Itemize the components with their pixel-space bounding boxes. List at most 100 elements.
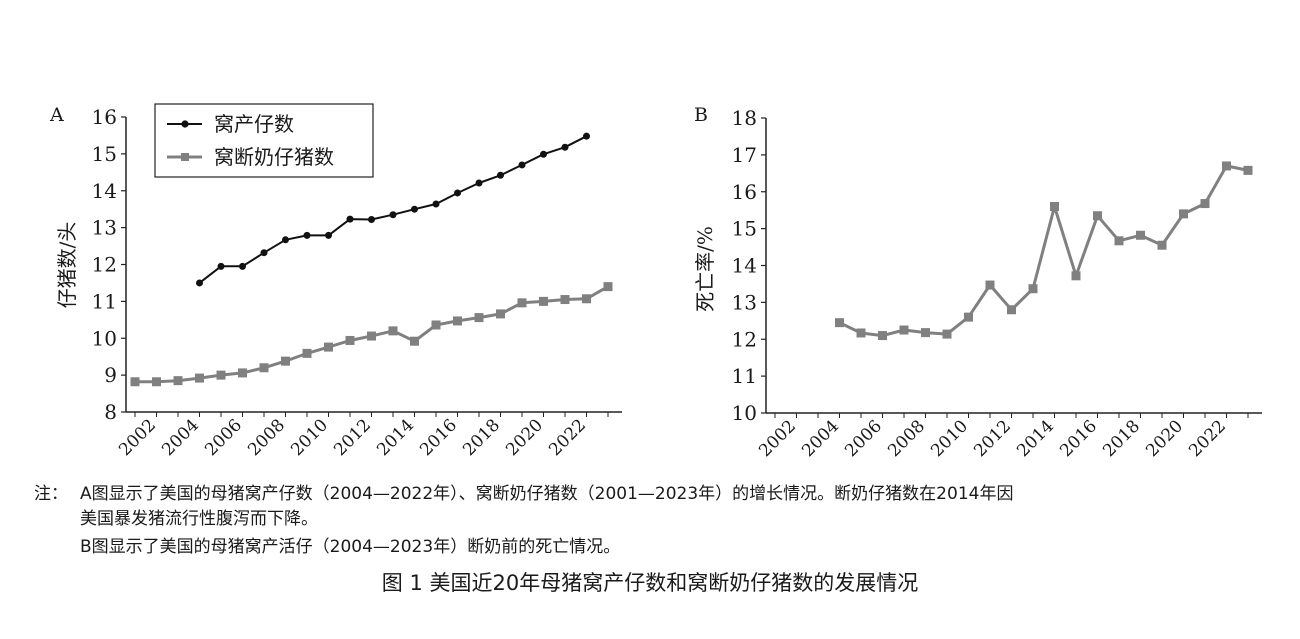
panel-b-series-1-point	[942, 329, 952, 339]
panel-a-label: A	[49, 104, 64, 126]
note-line-2: 美国暴发猪流行性腹泻而下降。	[80, 509, 318, 529]
panel-a-series-1-point	[432, 200, 440, 208]
panel-a-x-tick-label: 2008	[244, 415, 289, 460]
panel-a-y-tick-label: 11	[92, 289, 117, 313]
panel-a-series-2-point	[603, 282, 613, 292]
note-line-1: 注： A图显示了美国的母猪窝产仔数（2004—2022年）、窝断奶仔猪数（2001…	[34, 482, 1013, 506]
panel-b-x-tick-label: 2018	[1099, 416, 1144, 461]
panel-a-y-tick-label: 8	[104, 400, 117, 424]
panel-a-x-tick-label: 2002	[115, 415, 160, 460]
figure: A 仔猪数/头 89101112131415162002200420062008…	[49, 103, 1262, 461]
panel-a-x-tick-label: 2016	[416, 415, 461, 460]
panel-a-series-1-point	[561, 143, 569, 151]
panel-a-series-1-point	[475, 179, 483, 187]
panel-b-y-tick-label: 12	[732, 327, 757, 351]
panel-b-x-tick-label: 2010	[927, 416, 972, 461]
legend-label-1: 窝产仔数	[214, 112, 294, 136]
panel-a-series-2-point	[152, 377, 161, 387]
panel-b-y-tick-label: 17	[732, 143, 757, 167]
panel-b-y-tick-label: 15	[732, 217, 757, 241]
legend-marker-circle	[181, 120, 189, 128]
panel-a-series-2-point	[539, 296, 548, 306]
panel-a-series-1-point	[196, 279, 203, 287]
panel-a-series-2-point	[367, 331, 376, 341]
panel-a-series-2-point	[431, 320, 441, 330]
panel-b-series-1-point	[1114, 236, 1124, 246]
panel-b: B 死亡率/% 10111213141516171820022004200620…	[693, 104, 1262, 461]
panel-b-series-1-point	[1007, 305, 1016, 315]
panel-b-y-tick-label: 18	[732, 106, 757, 130]
panel-b-x-tick-label: 2020	[1142, 416, 1187, 461]
panel-a-series-2-point	[388, 326, 398, 336]
panel-a-series-2-point	[582, 294, 591, 304]
panel-a-x-tick-label: 2010	[287, 415, 332, 460]
panel-a-series-1-point	[518, 161, 526, 169]
panel-a-series-1-point	[389, 211, 397, 219]
panel-b-x-tick-label: 2006	[841, 416, 886, 461]
note-label: 注：	[34, 484, 68, 504]
panel-b-series-1-line	[838, 164, 1249, 338]
panel-a-x-tick-label: 2006	[201, 415, 246, 460]
note-text-1: A图显示了美国的母猪窝产仔数（2004—2022年）、窝断奶仔猪数（2001—2…	[80, 484, 1014, 504]
panel-a-y-tick-label: 10	[92, 326, 117, 350]
panel-b-mark-layer	[835, 161, 1253, 341]
panel-a-x-tick-label: 2014	[373, 415, 418, 460]
panel-b-series-1-point	[1050, 202, 1059, 211]
panel-a: A 仔猪数/头 8 9 10 11 12 13 14 15 16 2002200420062008…	[49, 103, 622, 460]
legend: 窝产仔数 窝断奶仔猪数	[154, 103, 374, 178]
panel-b-x-tick-label: 2016	[1056, 416, 1101, 461]
panel-b-series-1-point	[921, 328, 930, 338]
panel-a-y-tick-label: 12	[92, 253, 117, 277]
panel-a-series-2-point	[560, 295, 570, 305]
panel-b-series-1-point	[985, 280, 995, 290]
panel-a-x-tick-label: 2020	[502, 415, 547, 460]
panel-b-series-1-point	[1136, 230, 1145, 240]
panel-a-series-1-point	[260, 249, 268, 257]
panel-a-series-1-point	[368, 216, 375, 224]
panel-b-series-1-point	[1028, 284, 1038, 294]
panel-a-series-2-point	[410, 336, 419, 346]
panel-b-y-tick-label: 10	[732, 401, 757, 425]
panel-b-y-tick-label: 14	[732, 254, 757, 278]
panel-a-series-1-point	[454, 189, 461, 197]
panel-a-series-2-point	[281, 356, 290, 366]
panel-b-series-1-point	[1071, 271, 1081, 281]
panel-a-series-2-point	[345, 335, 355, 345]
panel-a-series-2-point	[496, 309, 505, 319]
legend-box	[154, 103, 374, 178]
panel-a-series-1-point	[325, 231, 332, 239]
panel-a-x-tick-label: 2018	[459, 415, 504, 460]
panel-a-x-tick-label: 2012	[330, 415, 375, 460]
panel-a-mark-layer	[130, 132, 613, 387]
panel-b-label: B	[694, 104, 708, 126]
panel-a-series-1-point	[239, 262, 246, 270]
panel-b-x-tick-label: 2014	[1013, 416, 1058, 461]
panel-a-y-tick-label: 16	[92, 105, 117, 129]
panel-a-series-2-point	[195, 373, 204, 383]
legend-label-2: 窝断奶仔猪数	[214, 145, 334, 169]
figure-caption: 图 1 美国近20年母猪窝产仔数和窝断奶仔猪数的发展情况	[381, 571, 919, 595]
panel-a-series-2-point	[238, 368, 247, 378]
panel-a-series-2-point	[453, 316, 462, 326]
panel-a-series-1-point	[497, 171, 504, 179]
panel-a-series-1-point	[217, 262, 225, 270]
panel-a-y-axis-title: 仔猪数/头	[55, 222, 79, 309]
panel-a-x-tick-label: 2022	[545, 415, 590, 460]
panel-a-series-2-point	[324, 342, 333, 352]
panel-a-series-1-point	[540, 150, 547, 158]
panel-a-series-1-point	[583, 132, 590, 140]
panel-a-series-1-point	[282, 236, 289, 244]
panel-a-series-2-point	[474, 313, 484, 323]
panel-b-y-axis-title: 死亡率/%	[693, 226, 717, 312]
panel-a-series-2-point	[259, 363, 269, 373]
panel-b-y-tick-label: 11	[732, 364, 757, 388]
panel-b-series-1-point	[878, 331, 887, 341]
panel-b-series-1-point	[1222, 161, 1231, 171]
panel-b-series-1-point	[1200, 199, 1210, 209]
panel-a-series-2-point	[216, 370, 226, 380]
panel-a-y-tick-label: 14	[92, 179, 117, 203]
panel-a-series-1-point	[411, 205, 418, 213]
panel-a-series-2-point	[302, 348, 312, 358]
panel-b-series-1-point	[1179, 209, 1188, 219]
panel-a-y-tick-label: 13	[92, 216, 117, 240]
